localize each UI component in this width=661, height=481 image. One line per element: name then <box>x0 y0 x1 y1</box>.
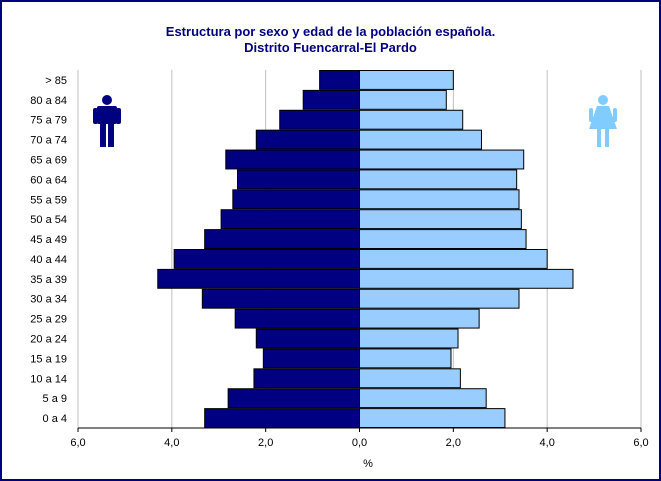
man-icon <box>93 95 121 147</box>
bar-female <box>359 249 548 269</box>
y-tick-label: 0 a 4 <box>43 413 67 425</box>
y-tick-label: 45 a 49 <box>30 234 67 246</box>
bar-female <box>359 268 574 289</box>
chart-title: Estructura por sexo y edad de la poblaci… <box>165 24 496 39</box>
bars <box>157 70 574 429</box>
bar-male <box>234 308 361 329</box>
bar-female <box>359 169 518 190</box>
bar-female <box>359 288 520 309</box>
x-tick-label: 2,0 <box>258 437 273 449</box>
woman-icon <box>589 95 617 147</box>
bar-female <box>359 408 506 429</box>
y-tick-label: 75 a 79 <box>30 115 67 127</box>
x-tick-label: 4,0 <box>164 437 179 449</box>
bar-male <box>201 288 360 309</box>
bar-female <box>359 348 452 369</box>
bar-male <box>253 368 360 389</box>
bar-male <box>204 229 360 250</box>
bar-male <box>237 169 360 190</box>
bar-female <box>359 129 482 150</box>
bar-female <box>359 229 527 250</box>
bar-female <box>359 70 454 90</box>
x-tick-label: 4,0 <box>540 437 555 449</box>
bar-female <box>359 149 525 170</box>
bar-male <box>225 149 360 170</box>
bar-male <box>255 129 360 150</box>
bar-female <box>359 328 459 349</box>
bar-male <box>302 89 361 110</box>
y-tick-label: 80 a 84 <box>30 95 67 107</box>
y-tick-labels: 0 a 4 5 a 9 10 a 14 15 a 19 20 a 24 25 a 29 30… <box>30 75 67 425</box>
bar-male <box>227 388 360 409</box>
axes <box>77 427 642 432</box>
y-tick-label: 20 a 24 <box>30 334 67 346</box>
y-tick-label: > 85 <box>45 75 67 87</box>
bar-male <box>262 348 360 369</box>
x-tick-label: 6,0 <box>633 437 648 449</box>
y-tick-label: 15 a 19 <box>30 353 67 365</box>
y-tick-label: 10 a 14 <box>30 373 67 385</box>
bar-female <box>359 109 464 130</box>
bar-female <box>359 209 522 230</box>
bar-male <box>232 189 360 210</box>
bar-female <box>359 368 461 389</box>
bar-female <box>359 89 447 110</box>
bar-male <box>319 70 360 90</box>
x-tick-label: 2,0 <box>446 437 461 449</box>
x-tick-label: 6,0 <box>70 437 85 449</box>
y-tick-label: 50 a 54 <box>30 214 67 226</box>
y-tick-label: 25 a 29 <box>30 314 67 326</box>
x-tick-labels: 6,0 4,0 2,0 0,0 2,0 4,0 6,0 <box>70 437 648 449</box>
bar-male <box>204 408 360 429</box>
y-tick-label: 65 a 69 <box>30 155 67 167</box>
bar-male <box>279 109 360 130</box>
chart-subtitle: Distrito Fuencarral-El Pardo <box>244 40 417 55</box>
bar-male <box>157 268 360 289</box>
bar-female <box>359 388 487 409</box>
y-tick-label: 5 a 9 <box>43 393 67 405</box>
x-tick-label: 0,0 <box>352 437 367 449</box>
y-tick-label: 40 a 44 <box>30 254 67 266</box>
y-tick-label: 60 a 64 <box>30 174 67 186</box>
x-axis-label: % <box>363 458 373 470</box>
bar-male <box>173 249 360 269</box>
y-tick-label: 55 a 59 <box>30 194 67 206</box>
bar-male <box>255 328 360 349</box>
y-tick-label: 70 a 74 <box>30 135 67 147</box>
y-tick-label: 30 a 34 <box>30 294 67 306</box>
bar-male <box>220 209 360 230</box>
bar-female <box>359 308 480 329</box>
bar-female <box>359 189 520 210</box>
y-tick-label: 35 a 39 <box>30 274 67 286</box>
